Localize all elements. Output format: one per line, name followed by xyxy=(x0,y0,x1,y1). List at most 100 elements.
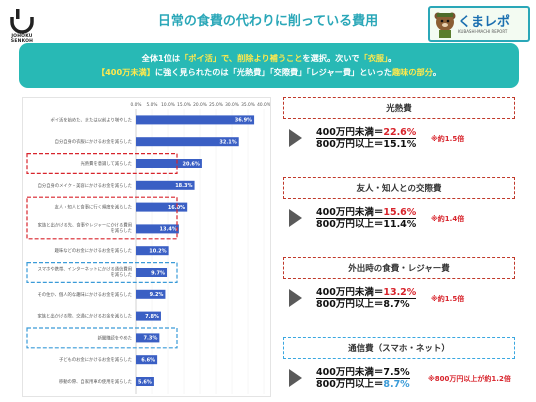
stat-low-income: 400万円未満＝13.2% xyxy=(316,287,417,299)
stat-value: 13.2% xyxy=(383,287,417,299)
bar xyxy=(136,289,166,299)
stat-value: 15.1% xyxy=(383,139,417,150)
johoku-logo: JOHOKU SENKOH xyxy=(8,8,36,48)
stat-label: 400万円未満＝ xyxy=(316,287,384,299)
category-label: ポイ活を始めた、または以前より増やした xyxy=(50,116,132,123)
data-label: 9.2% xyxy=(150,292,164,298)
summary-banner: 全体1位は「ポイ活」で、削除より補うことを選択。次いで「衣服」。 【400万未満… xyxy=(19,43,519,88)
stat-value: 8.7% xyxy=(383,299,410,310)
callout-title-box: 外出時の食費・レジャー費 xyxy=(283,257,515,279)
logo-text-1: JOHOKU xyxy=(11,34,33,39)
highlight-box xyxy=(26,327,178,349)
highlight-box xyxy=(26,152,178,174)
stat-high-income: 800万円以上＝11.4% xyxy=(316,219,416,231)
banner-highlight: 趣味の部分 xyxy=(391,67,433,77)
callout-stats: 400万円未満＝15.6% 800万円以上＝11.4% xyxy=(316,207,417,231)
bar xyxy=(136,180,195,190)
bar-chart-panel: 0.0% 5.0% 10.0% 15.0% 20.0% 25.0% 30.0% 35.0% 40… xyxy=(22,97,271,397)
x-tick-label: 25.0% xyxy=(209,102,223,108)
data-label: 7.3% xyxy=(143,336,157,342)
x-tick-label: 30.0% xyxy=(225,102,239,108)
category-label: 友人・知人と食事に行く頻度を減らした xyxy=(55,204,132,211)
stat-label: 800万円以上＝ xyxy=(316,219,384,230)
callout-stats: 400万円未満＝22.6% 800万円以上＝15.1% xyxy=(316,127,417,151)
data-label: 10.2% xyxy=(149,249,166,255)
bar xyxy=(136,115,255,125)
stat-value: 8.7% xyxy=(383,379,410,390)
x-tick-label: 40.0% xyxy=(257,102,270,108)
banner-line-1: 全体1位は「ポイ活」で、削除より補うことを選択。次いで「衣服」。 xyxy=(19,51,519,65)
bar xyxy=(136,355,158,365)
logo-brand: くまレポ xyxy=(458,15,511,30)
callout-stats: 400万円未満＝13.2% 800万円以上＝8.7% xyxy=(316,287,417,311)
category-label: を減らした xyxy=(111,271,132,278)
stat-value: 11.4% xyxy=(383,219,417,230)
x-tick-label: 10.0% xyxy=(161,102,175,108)
bar xyxy=(136,333,160,343)
banner-text: を選択。次いで xyxy=(302,53,360,63)
bar xyxy=(136,224,179,234)
category-label: 自分自身の衣服にかけるお金を減らした xyxy=(55,138,132,145)
banner-text: 。 xyxy=(388,53,397,63)
data-label: 20.6% xyxy=(183,161,200,167)
ratio-note: ※約1.5倍 xyxy=(431,295,465,303)
x-tick-label: 15.0% xyxy=(177,102,191,108)
ratio-note: ※約1.4倍 xyxy=(431,215,465,223)
bar xyxy=(136,246,169,256)
category-label: 子どものお金にかけるお金を減らした xyxy=(59,356,132,363)
banner-highlight: 「ポイ活」で、削除より補うこと xyxy=(180,53,303,63)
stat-label: 400万円未満＝ xyxy=(316,367,384,379)
x-tick-label: 20.0% xyxy=(193,102,207,108)
banner-text: に強く見られたのは「光熱費」「交際費」「レジャー費」といった xyxy=(154,67,392,77)
x-tick-label: 0.0% xyxy=(131,102,142,108)
data-label: 13.4% xyxy=(160,227,177,233)
bar xyxy=(136,268,168,277)
category-label: 新聞購読をやめた xyxy=(98,334,132,341)
stat-high-income: 800万円以上＝8.7% xyxy=(316,299,416,311)
data-label: 7.8% xyxy=(145,314,159,320)
data-label: 9.7% xyxy=(151,270,165,276)
stat-value: 7.5% xyxy=(383,367,410,379)
callout-stats: 400万円未満＝7.5% 800万円以上＝8.7% xyxy=(316,367,410,391)
logo-text-2: SENKOH xyxy=(10,39,34,44)
stat-label: 400万円未満＝ xyxy=(316,207,384,219)
stat-label: 400万円未満＝ xyxy=(316,127,384,139)
callout-title: 外出時の食費・レジャー費 xyxy=(348,264,450,274)
category-label: スマホや携帯、インターネットにかける通信費用 xyxy=(38,265,132,272)
kumarepo-logo: くまレポ KUBASHI-MACHI REPORT xyxy=(428,6,530,42)
banner-highlight: 【400万未満】 xyxy=(96,67,155,77)
bar xyxy=(136,377,154,386)
stat-low-income: 400万円未満＝22.6% xyxy=(316,127,417,139)
category-label: を減らした xyxy=(111,227,132,234)
highlight-box xyxy=(26,262,178,284)
arrow-icon xyxy=(289,369,302,387)
x-tick-label: 5.0% xyxy=(147,102,158,108)
stat-low-income: 400万円未満＝7.5% xyxy=(316,367,410,379)
stat-label: 800万円以上＝ xyxy=(316,139,384,150)
stat-label: 800万円以上＝ xyxy=(316,299,384,310)
bear-mascot-icon xyxy=(434,12,456,38)
category-label: 自分自身のメイク・美容にかけるお金を減らした xyxy=(38,182,132,189)
stat-label: 800万円以上＝ xyxy=(316,379,384,390)
callout-title-box: 通信費（スマホ・ネット） xyxy=(283,337,515,359)
data-label: 32.1% xyxy=(219,140,236,146)
category-label: 移動の際、自家用車の使用を減らした xyxy=(59,378,132,385)
ratio-note: ※800万円以上が約1.2倍 xyxy=(428,375,511,383)
page-title: 日常の食費の代わりに削っている費用 xyxy=(157,14,379,29)
arrow-icon xyxy=(289,129,302,147)
bar-chart: 0.0% 5.0% 10.0% 15.0% 20.0% 25.0% 30.0% 35.0% 40… xyxy=(26,102,270,394)
banner-text: 全体1位は xyxy=(141,53,181,63)
category-label: 趣味などのお金にかけるお金を減らした xyxy=(55,247,132,254)
stat-value: 22.6% xyxy=(383,127,417,139)
callout-title: 光熱費 xyxy=(386,104,412,114)
category-label: その住か、個人的な趣味にかけるお金を減らした xyxy=(38,291,132,298)
data-label: 5.6% xyxy=(138,379,152,385)
stat-high-income: 800万円以上＝8.7% xyxy=(316,379,410,391)
data-label: 6.6% xyxy=(141,358,155,364)
highlight-box xyxy=(26,196,178,240)
data-label: 16.0% xyxy=(168,205,185,211)
stat-high-income: 800万円以上＝15.1% xyxy=(316,139,416,151)
arrow-icon xyxy=(289,209,302,227)
bar xyxy=(136,159,202,168)
banner-text: 。 xyxy=(432,67,442,77)
